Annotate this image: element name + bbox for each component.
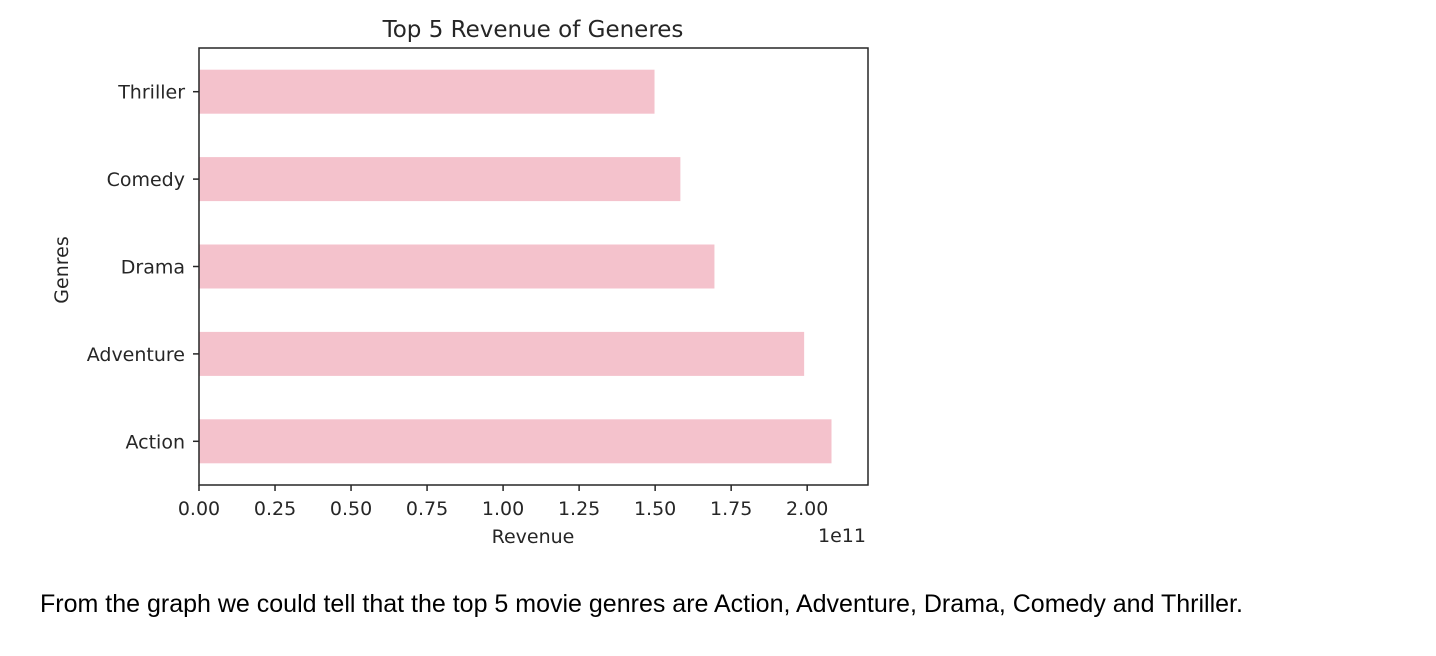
y-axis: Action Adventure Drama Comedy Thriller [87, 82, 199, 453]
x-tick-label: 1.00 [482, 498, 524, 520]
bar-adventure [199, 331, 805, 376]
x-tick-label: 1.50 [634, 498, 676, 520]
bar-comedy [199, 157, 681, 202]
x-tick-label: 1.25 [558, 498, 600, 520]
x-axis: 0.00 0.25 0.50 0.75 1.00 1.25 1.50 1.75 2.00 [178, 485, 828, 520]
x-tick-label: 1.75 [710, 498, 752, 520]
x-tick-label: 0.25 [254, 498, 296, 520]
bar-chart: Top 5 Revenue of Generes Action Adventure… [51, 17, 869, 548]
y-tick-label: Drama [121, 257, 185, 279]
bar-drama [199, 244, 715, 289]
chart-title: Top 5 Revenue of Generes [382, 17, 684, 43]
x-axis-label: Revenue [492, 526, 575, 548]
x-tick-label: 0.75 [406, 498, 448, 520]
x-tick-label: 0.00 [178, 498, 220, 520]
x-tick-label: 0.50 [330, 498, 372, 520]
chart-caption: From the graph we could tell that the to… [40, 590, 1243, 618]
x-axis-offset-label: 1e11 [818, 525, 866, 547]
bar-thriller [199, 69, 655, 114]
y-tick-label: Adventure [87, 344, 185, 366]
x-tick-label: 2.00 [786, 498, 828, 520]
bar-action [199, 419, 832, 464]
y-tick-label: Thriller [117, 82, 185, 104]
bars-group [199, 69, 832, 464]
y-tick-label: Action [125, 431, 185, 453]
y-tick-label: Comedy [107, 169, 185, 191]
y-axis-label: Genres [51, 236, 73, 303]
